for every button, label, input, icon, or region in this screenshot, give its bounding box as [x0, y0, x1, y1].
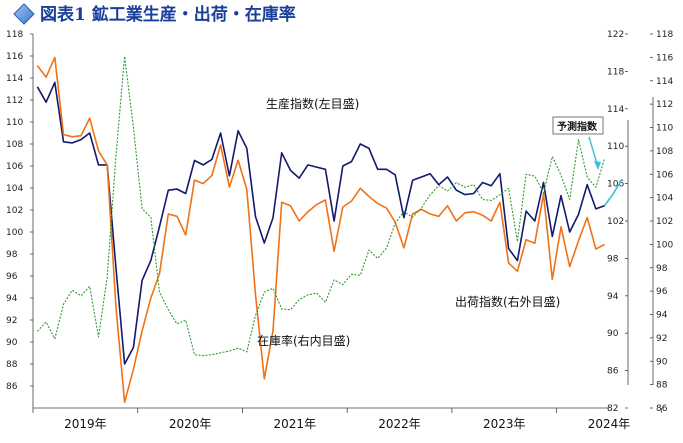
- right-outer-tick-label: 116: [656, 53, 673, 63]
- right-inner-tick-label: 110: [607, 142, 624, 152]
- left-tick-label: 98: [6, 250, 18, 260]
- inventory-line: [36, 55, 606, 357]
- right-outer-tick-label: 102: [656, 217, 673, 227]
- right-outer-tick-label: 98: [656, 264, 668, 274]
- left-tick-label: 96: [6, 272, 18, 282]
- x-tick-label: 2023年: [483, 417, 526, 431]
- left-tick-label: 110: [6, 118, 23, 128]
- right-outer-tick-label: 96: [656, 287, 668, 297]
- series-group: [36, 55, 623, 404]
- right-inner-tick-label: 122: [607, 30, 624, 40]
- left-tick-label: 116: [6, 52, 23, 62]
- right-inner-tick-label: 114: [607, 105, 624, 115]
- right-inner-tick-label: 118: [607, 67, 624, 77]
- left-tick-label: 108: [6, 140, 23, 150]
- right-outer-tick-label: 110: [656, 124, 673, 134]
- left-tick-label: 100: [6, 228, 23, 238]
- x-tick-label: 2020年: [169, 417, 212, 431]
- x-tick-label: 2022年: [378, 417, 421, 431]
- forecast-line: [603, 178, 623, 207]
- annotations: 生産指数(左目盛) 出荷指数(右外目盛) 在庫率(右内目盛) 予測指数: [257, 96, 604, 348]
- shipments-line: [36, 56, 605, 404]
- left-tick-label: 88: [6, 360, 18, 370]
- right-inner-tick-label: 86: [607, 367, 619, 377]
- x-tick-label: 2024年: [588, 417, 631, 431]
- left-tick-label: 114: [6, 74, 23, 84]
- left-tick-label: 102: [6, 206, 23, 216]
- left-tick-label: 112: [6, 96, 23, 106]
- right-inner-tick-label: 90: [607, 329, 619, 339]
- right-inner-tick-label: 102: [607, 217, 624, 227]
- x-tick-label: 2021年: [274, 417, 317, 431]
- left-tick-label: 104: [6, 184, 23, 194]
- right-outer-tick-label: 86: [656, 404, 668, 414]
- right-outer-tick-label: 118: [656, 30, 673, 40]
- right-outer-tick-label: 104: [656, 194, 673, 204]
- right-inner-tick-label: 82: [607, 404, 618, 414]
- right-outer-tick-label: 94: [656, 311, 668, 321]
- inventory-label: 在庫率(右内目盛): [257, 333, 350, 348]
- right-inner-tick-label: 94: [607, 292, 619, 302]
- axes: 86 88 90 92 94 96 98 100 102 104 106 108 110 112 114 11…: [6, 30, 673, 431]
- right-outer-tick-label: 112: [656, 100, 673, 110]
- left-tick-label: 118: [6, 30, 23, 40]
- left-tick-label: 90: [6, 338, 18, 348]
- right-inner-tick-label: 98: [607, 254, 619, 264]
- right-outer-tick-label: 108: [656, 147, 673, 157]
- production-label: 生産指数(左目盛): [266, 96, 359, 111]
- left-tick-label: 94: [6, 294, 18, 304]
- title-diamond-icon: [13, 3, 35, 25]
- production-line: [36, 81, 605, 365]
- forecast-arrowhead: [594, 161, 601, 170]
- left-tick-label: 106: [6, 162, 23, 172]
- forecast-label-box: [552, 116, 604, 135]
- right-outer-tick-label: 106: [656, 170, 673, 180]
- x-tick-label: 2019年: [64, 417, 107, 431]
- right-outer-tick-label: 114: [656, 77, 673, 87]
- right-outer-tick-label: 100: [656, 240, 673, 250]
- right-outer-tick-label: 90: [656, 357, 668, 367]
- forecast-label: 予測指数: [557, 120, 598, 133]
- left-tick-label: 86: [6, 382, 18, 392]
- shipments-label: 出荷指数(右外目盛): [455, 294, 560, 309]
- right-outer-tick-label: 88: [656, 381, 668, 391]
- chart-title: 図表1 鉱工業生産・出荷・在庫率: [40, 4, 296, 25]
- right-outer-tick-label: 92: [656, 334, 667, 344]
- left-tick-label: 92: [6, 316, 17, 326]
- right-inner-tick-label: 106: [607, 180, 624, 190]
